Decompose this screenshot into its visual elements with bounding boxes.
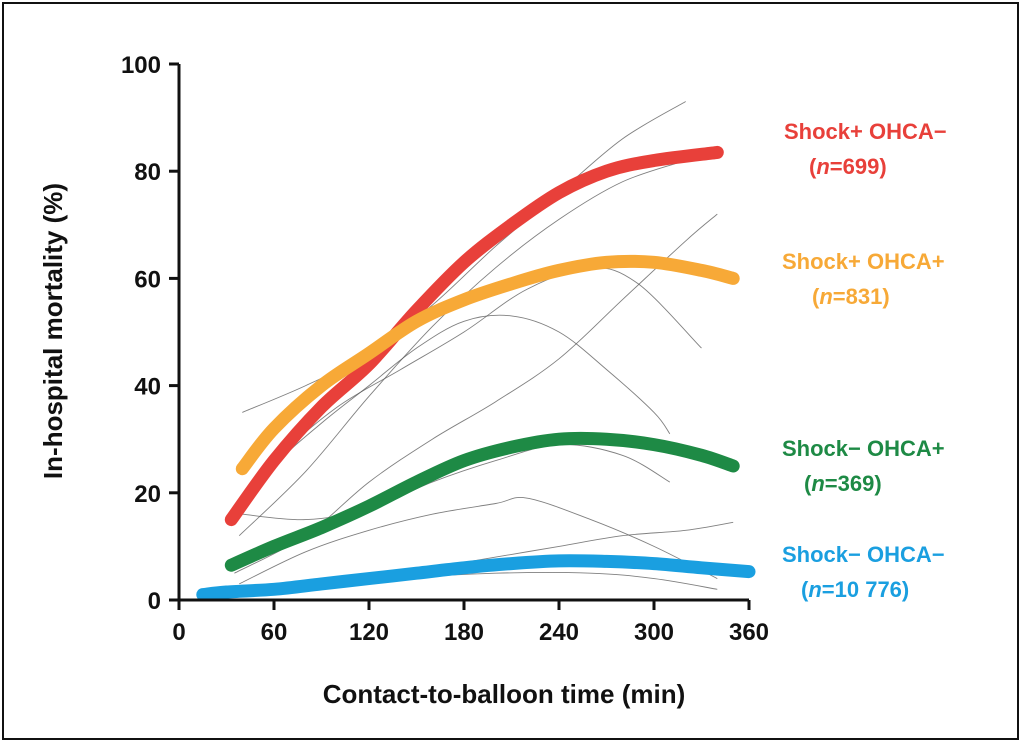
series-line-4 bbox=[196, 554, 756, 602]
y-tick-label-20: 20 bbox=[134, 481, 161, 508]
axes: 0 60 120 180 240 300 360 0 20 40 60 80 100 bbox=[121, 52, 769, 646]
legend-label-2: Shock+ OHCA+ bbox=[782, 249, 945, 274]
series-lines bbox=[196, 145, 756, 602]
y-tick-label-80: 80 bbox=[134, 159, 161, 186]
legend-n-1: (n=699) bbox=[809, 154, 887, 179]
y-tick-label-40: 40 bbox=[134, 374, 161, 401]
background-curve-6 bbox=[242, 444, 671, 521]
x-tick-label-240: 240 bbox=[539, 619, 579, 646]
series-line-2 bbox=[235, 254, 740, 476]
x-tick-label-60: 60 bbox=[261, 619, 288, 646]
y-tick-label-100: 100 bbox=[121, 52, 161, 79]
legend-n-3: (n=369) bbox=[804, 471, 882, 496]
x-tick-label-120: 120 bbox=[349, 619, 389, 646]
x-tick-label-0: 0 bbox=[172, 619, 185, 646]
legend-label-4: Shock− OHCA− bbox=[782, 542, 945, 567]
y-axis-title: In-hospital mortality (%) bbox=[38, 183, 68, 479]
series-line-3 bbox=[224, 431, 740, 572]
x-tick-label-180: 180 bbox=[444, 619, 484, 646]
chart-svg: 0 60 120 180 240 300 360 0 20 40 60 80 100 Shock+ OH… bbox=[38, 52, 947, 709]
legend-n-2: (n=831) bbox=[812, 284, 890, 309]
legend-label-3: Shock− OHCA+ bbox=[782, 436, 945, 461]
background-curve-2 bbox=[238, 160, 686, 537]
background-curves bbox=[234, 101, 734, 596]
legend-label-1: Shock+ OHCA− bbox=[784, 119, 947, 144]
legend: Shock+ OHCA− (n=699) Shock+ OHCA+ (n=831) Sh… bbox=[782, 119, 947, 602]
y-tick-label-0: 0 bbox=[148, 588, 161, 615]
x-tick-label-300: 300 bbox=[634, 619, 674, 646]
background-curve-7 bbox=[239, 497, 718, 585]
background-curve-3 bbox=[238, 314, 671, 515]
legend-n-4: (n=10 776) bbox=[801, 577, 909, 602]
x-axis-title: Contact-to-balloon time (min) bbox=[323, 679, 686, 709]
series-line-1 bbox=[224, 145, 724, 527]
x-tick-label-360: 360 bbox=[729, 619, 769, 646]
background-curve-1 bbox=[242, 101, 686, 413]
y-tick-label-60: 60 bbox=[134, 266, 161, 293]
